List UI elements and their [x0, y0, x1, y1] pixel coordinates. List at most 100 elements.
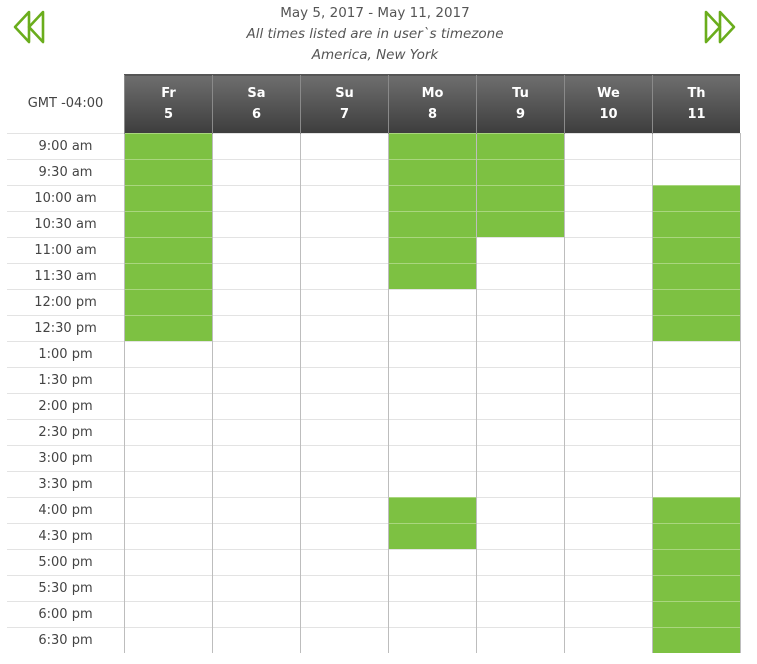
available-slot[interactable] [124, 133, 213, 160]
empty-slot[interactable] [212, 263, 301, 290]
empty-slot[interactable] [300, 341, 389, 368]
empty-slot[interactable] [212, 289, 301, 316]
empty-slot[interactable] [476, 471, 565, 498]
empty-slot[interactable] [124, 471, 213, 498]
empty-slot[interactable] [476, 523, 565, 550]
next-week-button[interactable] [703, 10, 737, 44]
empty-slot[interactable] [652, 341, 741, 368]
empty-slot[interactable] [300, 497, 389, 524]
empty-slot[interactable] [388, 419, 477, 446]
previous-week-button[interactable] [12, 10, 46, 44]
empty-slot[interactable] [388, 575, 477, 602]
empty-slot[interactable] [564, 211, 653, 238]
available-slot[interactable] [388, 211, 477, 238]
empty-slot[interactable] [564, 237, 653, 264]
empty-slot[interactable] [124, 341, 213, 368]
available-slot[interactable] [476, 159, 565, 186]
empty-slot[interactable] [652, 133, 741, 160]
empty-slot[interactable] [124, 627, 213, 653]
empty-slot[interactable] [652, 445, 741, 472]
empty-slot[interactable] [476, 627, 565, 653]
available-slot[interactable] [388, 237, 477, 264]
empty-slot[interactable] [124, 497, 213, 524]
empty-slot[interactable] [124, 601, 213, 628]
empty-slot[interactable] [476, 497, 565, 524]
empty-slot[interactable] [564, 601, 653, 628]
empty-slot[interactable] [652, 419, 741, 446]
empty-slot[interactable] [300, 263, 389, 290]
empty-slot[interactable] [652, 393, 741, 420]
available-slot[interactable] [388, 159, 477, 186]
empty-slot[interactable] [124, 419, 213, 446]
empty-slot[interactable] [212, 523, 301, 550]
empty-slot[interactable] [388, 341, 477, 368]
empty-slot[interactable] [212, 419, 301, 446]
empty-slot[interactable] [124, 575, 213, 602]
empty-slot[interactable] [388, 367, 477, 394]
empty-slot[interactable] [124, 445, 213, 472]
available-slot[interactable] [476, 185, 565, 212]
available-slot[interactable] [124, 315, 213, 342]
available-slot[interactable] [388, 263, 477, 290]
available-slot[interactable] [388, 185, 477, 212]
empty-slot[interactable] [564, 575, 653, 602]
empty-slot[interactable] [476, 367, 565, 394]
empty-slot[interactable] [300, 549, 389, 576]
empty-slot[interactable] [212, 393, 301, 420]
empty-slot[interactable] [564, 263, 653, 290]
empty-slot[interactable] [212, 601, 301, 628]
empty-slot[interactable] [124, 367, 213, 394]
available-slot[interactable] [124, 185, 213, 212]
available-slot[interactable] [124, 289, 213, 316]
empty-slot[interactable] [564, 133, 653, 160]
empty-slot[interactable] [212, 211, 301, 238]
available-slot[interactable] [388, 133, 477, 160]
empty-slot[interactable] [564, 445, 653, 472]
empty-slot[interactable] [564, 315, 653, 342]
empty-slot[interactable] [564, 393, 653, 420]
available-slot[interactable] [476, 211, 565, 238]
empty-slot[interactable] [124, 549, 213, 576]
empty-slot[interactable] [300, 523, 389, 550]
available-slot[interactable] [124, 263, 213, 290]
empty-slot[interactable] [212, 497, 301, 524]
available-slot[interactable] [124, 237, 213, 264]
empty-slot[interactable] [300, 601, 389, 628]
empty-slot[interactable] [300, 471, 389, 498]
empty-slot[interactable] [476, 341, 565, 368]
empty-slot[interactable] [652, 471, 741, 498]
empty-slot[interactable] [212, 575, 301, 602]
empty-slot[interactable] [564, 185, 653, 212]
empty-slot[interactable] [564, 289, 653, 316]
available-slot[interactable] [124, 159, 213, 186]
empty-slot[interactable] [476, 445, 565, 472]
available-slot[interactable] [652, 601, 741, 628]
empty-slot[interactable] [212, 445, 301, 472]
available-slot[interactable] [476, 133, 565, 160]
empty-slot[interactable] [652, 159, 741, 186]
empty-slot[interactable] [564, 367, 653, 394]
available-slot[interactable] [652, 523, 741, 550]
empty-slot[interactable] [212, 549, 301, 576]
empty-slot[interactable] [212, 133, 301, 160]
empty-slot[interactable] [564, 419, 653, 446]
empty-slot[interactable] [300, 367, 389, 394]
empty-slot[interactable] [476, 575, 565, 602]
empty-slot[interactable] [564, 523, 653, 550]
empty-slot[interactable] [300, 289, 389, 316]
empty-slot[interactable] [300, 315, 389, 342]
empty-slot[interactable] [300, 211, 389, 238]
available-slot[interactable] [652, 237, 741, 264]
empty-slot[interactable] [212, 185, 301, 212]
empty-slot[interactable] [388, 393, 477, 420]
empty-slot[interactable] [476, 289, 565, 316]
empty-slot[interactable] [564, 549, 653, 576]
empty-slot[interactable] [212, 367, 301, 394]
empty-slot[interactable] [476, 419, 565, 446]
empty-slot[interactable] [300, 627, 389, 653]
available-slot[interactable] [652, 289, 741, 316]
empty-slot[interactable] [300, 393, 389, 420]
empty-slot[interactable] [564, 497, 653, 524]
empty-slot[interactable] [476, 549, 565, 576]
empty-slot[interactable] [212, 159, 301, 186]
